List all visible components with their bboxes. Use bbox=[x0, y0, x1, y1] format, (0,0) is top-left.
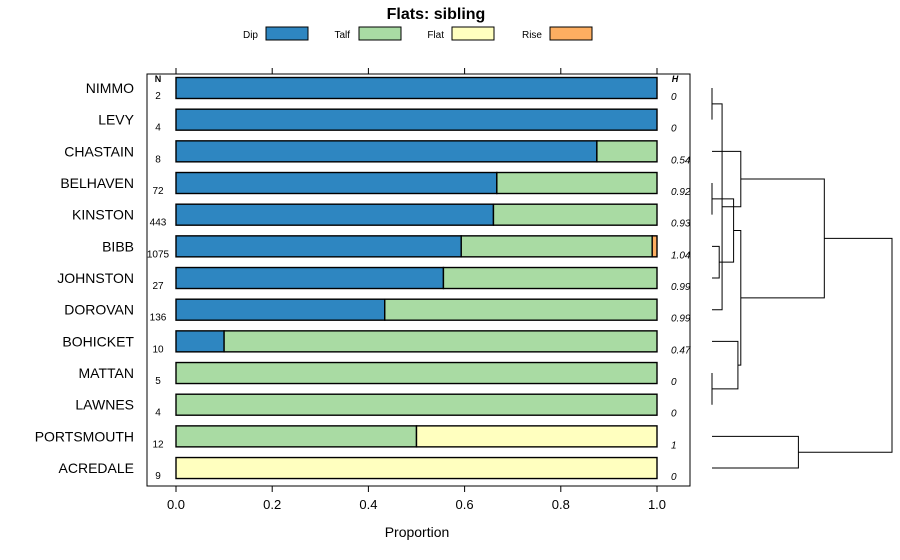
category-label: LAWNES bbox=[75, 397, 134, 413]
dendrogram bbox=[711, 88, 893, 469]
legend-swatch-dip bbox=[265, 26, 309, 41]
n-value: 1075 bbox=[147, 249, 170, 260]
x-tick-label: 0.6 bbox=[456, 497, 474, 512]
n-value: 10 bbox=[152, 344, 164, 355]
category-label: PORTSMOUTH bbox=[35, 428, 134, 444]
x-axis-label: Proportion bbox=[385, 524, 450, 540]
legend-label-rise: Rise bbox=[522, 30, 542, 41]
n-value: 27 bbox=[152, 281, 164, 292]
bar-segment-talf bbox=[175, 361, 658, 385]
bar-segment-dip bbox=[175, 298, 386, 321]
bar-segment-talf bbox=[384, 298, 658, 321]
bar-segment-talf bbox=[175, 393, 658, 416]
n-value: 12 bbox=[152, 439, 164, 450]
bar-segment-dip bbox=[175, 330, 225, 353]
h-column-header: H bbox=[672, 74, 679, 84]
h-value: 1.04 bbox=[671, 250, 691, 261]
n-value: 72 bbox=[152, 186, 164, 197]
category-label: KINSTON bbox=[72, 207, 134, 223]
legend-label-dip: Dip bbox=[243, 30, 258, 41]
dendrogram-branch bbox=[798, 237, 893, 453]
category-label: CHASTAIN bbox=[64, 143, 134, 159]
h-value: 0 bbox=[671, 472, 677, 483]
legend-swatch-rise bbox=[549, 26, 593, 41]
h-value: 0.47 bbox=[671, 345, 691, 356]
legend-swatch-flat bbox=[451, 26, 495, 41]
bar-segment-dip bbox=[175, 140, 598, 163]
bar-segment-dip bbox=[175, 171, 498, 195]
dendrogram-branch bbox=[712, 245, 720, 279]
h-value: 0.99 bbox=[671, 282, 691, 293]
dendrogram-branch bbox=[712, 340, 739, 390]
dendrogram-branch bbox=[712, 198, 735, 263]
category-label: BIBB bbox=[102, 238, 134, 254]
h-value: 1 bbox=[671, 440, 677, 451]
legend-label-flat: Flat bbox=[427, 30, 444, 41]
category-label: LEVY bbox=[98, 112, 134, 128]
h-value: 0 bbox=[671, 92, 677, 103]
dendrogram-branch bbox=[712, 103, 723, 311]
h-value: 0.54 bbox=[671, 155, 691, 166]
bar-segment-talf bbox=[596, 140, 658, 163]
category-label: DOROVAN bbox=[64, 302, 134, 318]
bar-segment-talf bbox=[492, 203, 658, 226]
legend-label-talf: Talf bbox=[334, 30, 350, 41]
dendrogram-branch bbox=[712, 435, 799, 469]
h-value: 0.93 bbox=[671, 219, 691, 230]
bar-segment-talf bbox=[442, 266, 658, 290]
x-tick-label: 0.2 bbox=[263, 497, 281, 512]
bar-segment-dip bbox=[175, 108, 658, 131]
category-label: JOHNSTON bbox=[57, 270, 134, 286]
n-value: 136 bbox=[150, 313, 167, 324]
bar-segment-dip bbox=[175, 235, 462, 258]
n-value: 2 bbox=[155, 91, 161, 102]
x-tick-label: 1.0 bbox=[648, 497, 666, 512]
n-value: 9 bbox=[155, 471, 161, 482]
bar-segment-rise bbox=[651, 235, 658, 258]
bar-segment-dip bbox=[175, 203, 495, 226]
n-value: 443 bbox=[150, 218, 167, 229]
bar-segment-flat bbox=[175, 456, 658, 480]
dendrogram-branch bbox=[740, 178, 825, 299]
bar-segment-dip bbox=[175, 76, 658, 100]
h-value: 0 bbox=[671, 409, 677, 420]
n-value: 4 bbox=[155, 408, 161, 419]
h-value: 0.99 bbox=[671, 314, 691, 325]
bar-segment-flat bbox=[415, 425, 658, 448]
bar-segment-talf bbox=[223, 330, 658, 353]
h-value: 0.92 bbox=[671, 187, 691, 198]
dendrogram-branch bbox=[733, 230, 742, 366]
bar-segment-dip bbox=[175, 266, 445, 290]
n-value: 8 bbox=[155, 154, 161, 165]
bar-segment-talf bbox=[496, 171, 658, 195]
x-tick-label: 0.0 bbox=[167, 497, 185, 512]
n-value: 4 bbox=[155, 123, 161, 134]
h-value: 0 bbox=[671, 124, 677, 135]
x-tick-label: 0.4 bbox=[359, 497, 377, 512]
bar-segment-talf bbox=[460, 235, 653, 258]
bar-area: N H NIMMO 2 0 LEVY 4 0 CHASTAIN 8 0.54 BELHAVEN 72 0.… bbox=[35, 74, 691, 483]
category-label: BELHAVEN bbox=[60, 175, 134, 191]
category-label: BOHICKET bbox=[62, 333, 134, 349]
n-column-header: N bbox=[155, 74, 162, 84]
legend: Dip Talf Flat Rise bbox=[243, 26, 593, 41]
x-tick-label: 0.8 bbox=[552, 497, 570, 512]
h-value: 0 bbox=[671, 377, 677, 388]
plot-frame bbox=[146, 73, 691, 487]
category-label: MATTAN bbox=[79, 365, 134, 381]
x-axis: 0.0 0.2 0.4 0.6 0.8 1.0 bbox=[167, 68, 666, 512]
chart-title: Flats: sibling bbox=[387, 6, 486, 23]
legend-swatch-talf bbox=[358, 26, 402, 41]
category-label: NIMMO bbox=[86, 80, 134, 96]
n-value: 5 bbox=[155, 376, 161, 387]
category-label: ACREDALE bbox=[59, 460, 134, 476]
bar-segment-talf bbox=[175, 425, 418, 448]
